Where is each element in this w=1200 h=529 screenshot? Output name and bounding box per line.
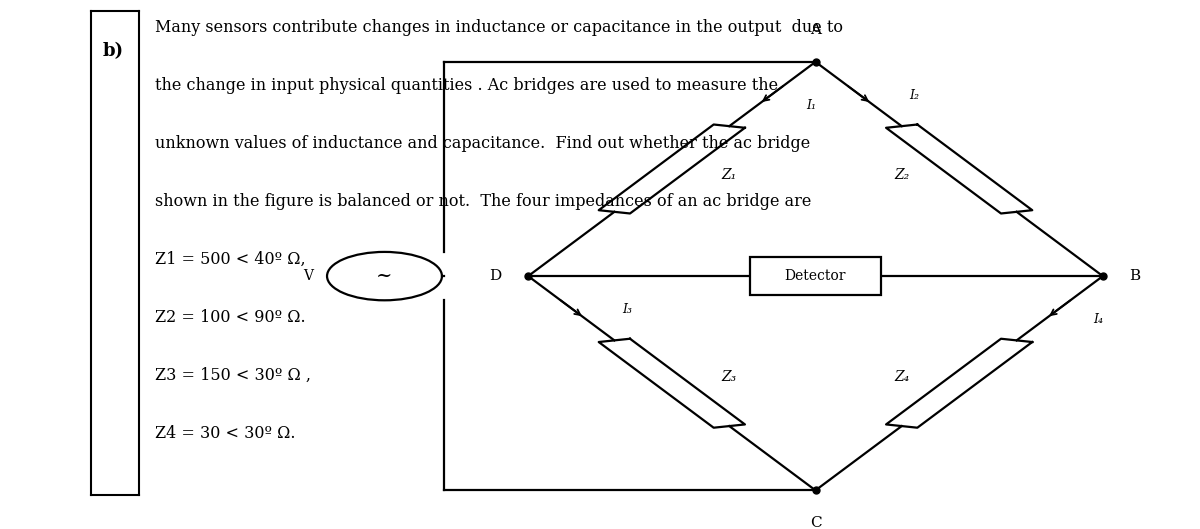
Text: Detector: Detector (785, 269, 846, 283)
Text: D: D (490, 269, 502, 283)
Text: Z3 = 150 < 30º Ω ,: Z3 = 150 < 30º Ω , (155, 367, 311, 384)
Text: V: V (302, 269, 313, 283)
Text: Z₃: Z₃ (721, 370, 737, 384)
Text: the change in input physical quantities . Ac bridges are used to measure the: the change in input physical quantities … (155, 77, 778, 94)
Text: A: A (810, 23, 821, 37)
Text: I₂: I₂ (910, 89, 919, 102)
Text: B: B (1129, 269, 1140, 283)
Text: ~: ~ (377, 267, 392, 285)
Text: unknown values of inductance and capacitance.  Find out whether the ac bridge: unknown values of inductance and capacit… (155, 135, 810, 152)
Text: Z2 = 100 < 90º Ω.: Z2 = 100 < 90º Ω. (155, 309, 305, 326)
Text: Z₁: Z₁ (721, 168, 737, 182)
Text: I₄: I₄ (1093, 313, 1103, 326)
Bar (750, 257, 881, 295)
Text: shown in the figure is balanced or not.  The four impedances of an ac bridge are: shown in the figure is balanced or not. … (155, 193, 811, 210)
Text: b): b) (102, 42, 124, 60)
Text: I₁: I₁ (805, 99, 816, 112)
Text: Z₂: Z₂ (894, 168, 910, 182)
Text: Many sensors contribute changes in inductance or capacitance in the output  due : Many sensors contribute changes in induc… (155, 19, 842, 36)
Text: Z4 = 30 < 30º Ω.: Z4 = 30 < 30º Ω. (155, 425, 295, 442)
Text: Z1 = 500 < 40º Ω,: Z1 = 500 < 40º Ω, (155, 251, 305, 268)
Text: C: C (810, 516, 821, 529)
Text: Z₄: Z₄ (894, 370, 910, 384)
Text: I₃: I₃ (622, 303, 631, 316)
